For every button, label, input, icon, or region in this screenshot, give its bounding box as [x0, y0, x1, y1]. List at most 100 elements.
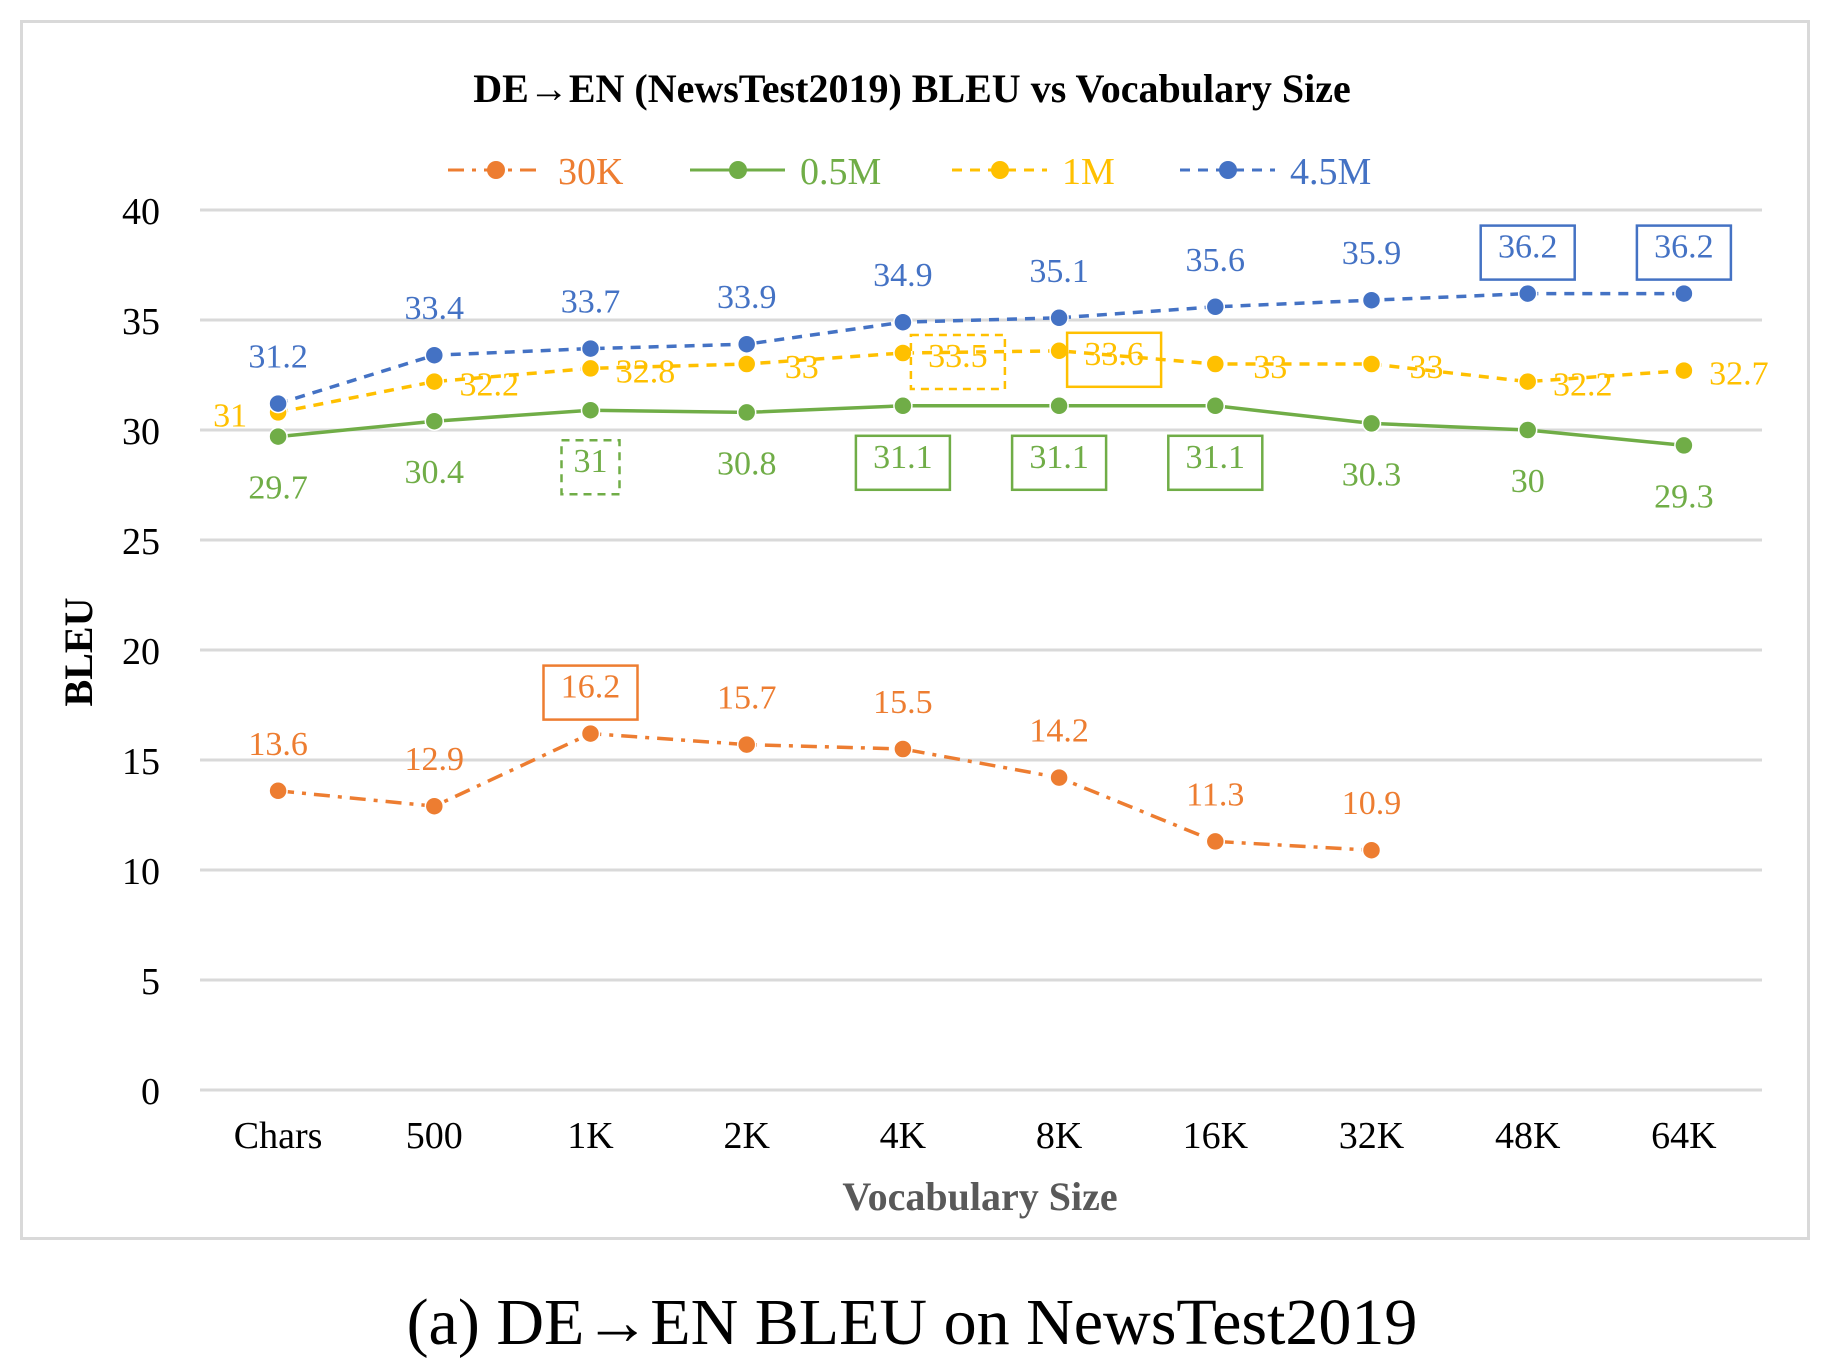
- data-label: 12.9: [405, 741, 465, 778]
- data-label-box: [1065, 331, 1163, 389]
- legend: 30K 0.5M 1M 4.5M: [448, 151, 1371, 193]
- data-point: [1361, 290, 1382, 310]
- data-label-box: [1167, 434, 1264, 492]
- data-point: [893, 739, 913, 759]
- data-label: 31.1: [1186, 439, 1246, 476]
- y-tick-label: 35: [122, 301, 160, 343]
- data-label: 36.2: [1498, 229, 1558, 266]
- data-point: [1049, 341, 1069, 361]
- data-label: 30.3: [1342, 456, 1402, 493]
- series-line-1M: [277, 349, 1685, 415]
- y-tick-label: 5: [141, 961, 160, 1003]
- data-label: 35.1: [1029, 253, 1089, 290]
- legend-label-0.5M: 0.5M: [800, 151, 881, 193]
- data-labels: 13.6 12.9 16.2 15.7 15.5 14.2 11.3 10.9 29.7 30.4…: [213, 224, 1769, 822]
- data-label: 33: [1253, 349, 1287, 386]
- data-point: [1205, 354, 1226, 374]
- data-point: [736, 734, 757, 755]
- data-point: [1205, 297, 1226, 317]
- data-label: 35.9: [1342, 235, 1402, 272]
- legend-marker-1M: [991, 161, 1009, 179]
- data-point: [1517, 420, 1538, 440]
- data-label: 32.8: [616, 353, 676, 390]
- data-point: [424, 371, 445, 392]
- y-tick-label: 0: [141, 1071, 160, 1113]
- data-label: 34.9: [873, 257, 933, 294]
- data-label: 33.9: [717, 279, 777, 316]
- data-label-box: [1010, 434, 1108, 492]
- legend-marker-0.5M: [729, 161, 747, 179]
- data-label: 31.2: [248, 339, 308, 376]
- y-axis-label: BLEU: [56, 598, 101, 707]
- data-point: [736, 402, 757, 423]
- data-point: [1674, 283, 1694, 304]
- data-point: [580, 358, 601, 379]
- data-label-box: [909, 333, 1007, 391]
- data-label-box: [1479, 224, 1576, 281]
- data-point: [893, 396, 913, 416]
- data-point: [1049, 396, 1069, 416]
- series-line-30K: [277, 731, 1372, 852]
- data-point: [893, 343, 913, 363]
- chart-svg: DE→EN (NewsTest2019) BLEU vs Vocabulary …: [56, 66, 1769, 1219]
- chart-title: DE→EN (NewsTest2019) BLEU vs Vocabulary …: [473, 66, 1350, 111]
- data-point: [1517, 283, 1538, 304]
- data-point: [424, 345, 445, 365]
- data-label: 33.4: [405, 290, 465, 327]
- legend-label-4.5M: 4.5M: [1290, 151, 1371, 193]
- data-label: 29.3: [1654, 478, 1714, 515]
- data-point: [1361, 840, 1382, 860]
- data-label: 33.5: [928, 338, 988, 375]
- legend-label-1M: 1M: [1062, 151, 1115, 193]
- series-line-4.5M: [277, 291, 1684, 406]
- data-label-box: [1635, 224, 1733, 281]
- data-label: 30.4: [405, 454, 465, 491]
- x-tick-label: 48K: [1495, 1115, 1561, 1157]
- series-layer: [268, 283, 1694, 860]
- data-label: 29.7: [248, 470, 308, 507]
- x-tick-label: 8K: [1036, 1115, 1083, 1157]
- x-axis-label: Vocabulary Size: [842, 1174, 1117, 1219]
- data-point: [1517, 371, 1538, 392]
- data-label: 15.5: [873, 684, 933, 721]
- data-point: [1049, 767, 1069, 788]
- legend-marker-4.5M: [1219, 161, 1237, 179]
- data-label: 33.7: [561, 284, 621, 321]
- data-point: [580, 338, 601, 359]
- data-label: 33: [785, 349, 819, 386]
- data-point: [268, 781, 288, 801]
- x-tick-label: 32K: [1339, 1115, 1405, 1157]
- data-label: 33.6: [1084, 336, 1144, 373]
- data-point: [736, 354, 757, 374]
- data-label: 31.1: [1029, 439, 1089, 476]
- data-point: [736, 334, 757, 354]
- x-tick-label: 4K: [880, 1115, 927, 1157]
- x-tick-label: 500: [406, 1115, 463, 1157]
- data-point: [268, 393, 288, 414]
- figure-caption: (a) DE→EN BLEU on NewsTest2019: [406, 1286, 1418, 1359]
- data-label: 31: [574, 443, 608, 480]
- data-label: 32.2: [1553, 367, 1613, 404]
- data-label-box: [854, 434, 952, 492]
- data-label: 31: [213, 397, 247, 434]
- y-tick-label: 10: [122, 851, 160, 893]
- data-label: 31.1: [873, 439, 933, 476]
- data-point: [580, 723, 601, 744]
- data-point: [1674, 360, 1694, 381]
- y-tick-label: 15: [122, 741, 160, 783]
- x-tick-label: 2K: [723, 1115, 770, 1157]
- y-tick-label: 40: [122, 191, 160, 233]
- data-label: 30: [1511, 463, 1545, 500]
- x-tick-label: 64K: [1651, 1115, 1717, 1157]
- data-point: [1049, 308, 1069, 328]
- data-label: 36.2: [1654, 229, 1714, 266]
- data-label: 30.8: [717, 445, 777, 482]
- data-label-box: [560, 438, 621, 496]
- legend-marker-30K: [487, 161, 505, 179]
- y-tick-label: 20: [122, 631, 160, 673]
- data-label: 13.6: [248, 726, 308, 763]
- data-label: 15.7: [717, 680, 777, 717]
- y-tick-label: 25: [122, 521, 160, 563]
- data-point: [1674, 435, 1694, 456]
- data-label: 10.9: [1342, 785, 1402, 822]
